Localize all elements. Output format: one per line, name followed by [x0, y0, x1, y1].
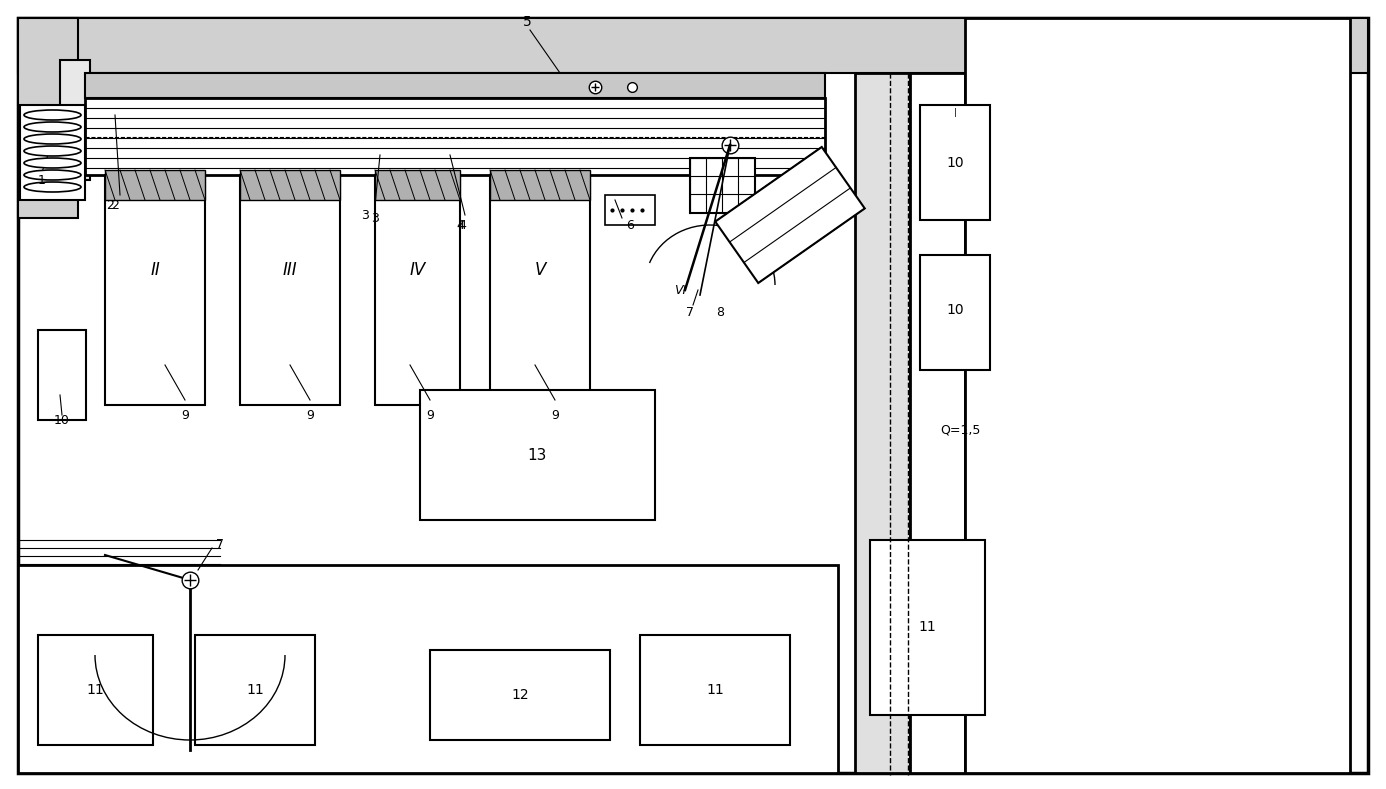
Text: V: V [535, 261, 546, 279]
Text: 9: 9 [182, 409, 188, 421]
Bar [376, 175, 460, 405]
Text: 12: 12 [511, 688, 529, 702]
Text: VI: VI [674, 283, 686, 297]
Bar [18, 565, 839, 773]
Text: 11: 11 [705, 683, 723, 697]
Bar [420, 390, 656, 520]
Bar [855, 73, 911, 773]
Ellipse shape [24, 158, 80, 168]
Text: III: III [283, 261, 298, 279]
Polygon shape [715, 147, 865, 283]
Text: Q=1,5: Q=1,5 [940, 424, 980, 436]
Ellipse shape [24, 122, 80, 132]
Text: 10: 10 [947, 156, 963, 170]
Text: 10: 10 [54, 413, 69, 427]
Bar [37, 635, 152, 745]
Ellipse shape [24, 134, 80, 144]
Text: 7: 7 [686, 305, 694, 319]
Bar [37, 330, 86, 420]
Text: 2: 2 [111, 199, 119, 211]
Text: 3: 3 [371, 211, 378, 225]
Text: 11: 11 [918, 620, 936, 634]
Text: 11: 11 [247, 683, 263, 697]
Bar [19, 105, 85, 200]
Text: 10: 10 [947, 303, 963, 317]
Bar [690, 158, 755, 213]
Text: IV: IV [409, 261, 426, 279]
Bar [240, 170, 340, 200]
Text: 5: 5 [523, 15, 531, 29]
Text: 9: 9 [306, 409, 315, 421]
Bar [870, 540, 985, 715]
Bar [491, 175, 590, 405]
Bar [240, 175, 340, 405]
Ellipse shape [24, 170, 80, 180]
Text: 9: 9 [552, 409, 559, 421]
Ellipse shape [24, 146, 80, 156]
Text: 6: 6 [626, 219, 633, 231]
Text: II: II [150, 261, 159, 279]
Bar [105, 175, 205, 405]
Bar [376, 170, 460, 200]
Bar [18, 18, 1368, 73]
Text: 1: 1 [37, 174, 46, 186]
Text: 7: 7 [216, 539, 225, 552]
Bar [60, 60, 90, 180]
Bar [965, 18, 1350, 773]
Bar [85, 73, 825, 98]
Bar [606, 195, 656, 225]
Bar [640, 635, 790, 745]
Text: 8: 8 [717, 305, 723, 319]
Text: 4: 4 [456, 219, 464, 231]
Bar [85, 98, 825, 175]
Text: 4: 4 [457, 219, 466, 231]
Bar [430, 650, 610, 740]
Bar [105, 170, 205, 200]
Text: 11: 11 [86, 683, 104, 697]
Text: 2: 2 [107, 199, 114, 211]
Ellipse shape [24, 182, 80, 192]
Bar [491, 170, 590, 200]
Text: 3: 3 [362, 208, 369, 222]
Bar [920, 105, 990, 220]
Text: |: | [954, 107, 956, 117]
Bar [195, 635, 315, 745]
Bar [18, 18, 78, 218]
Text: 9: 9 [426, 409, 434, 421]
Text: 13: 13 [527, 447, 546, 462]
Bar [920, 255, 990, 370]
Ellipse shape [24, 110, 80, 120]
Bar [911, 73, 965, 773]
